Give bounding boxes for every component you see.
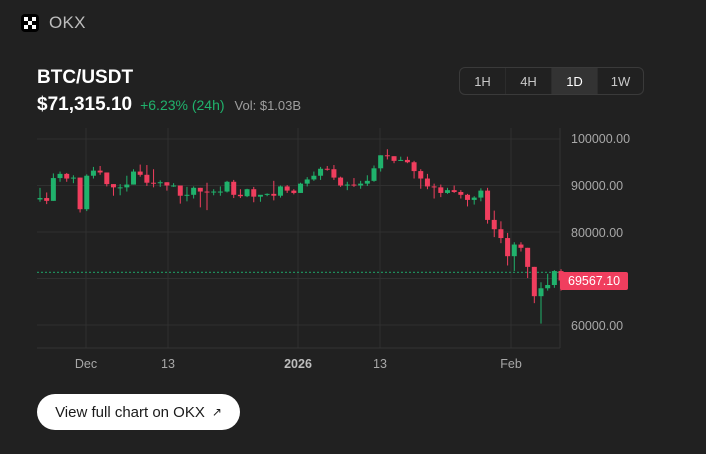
x-axis-label: Feb	[500, 357, 522, 371]
x-axis-label: 2026	[284, 357, 312, 371]
current-price: $71,315.10	[37, 94, 133, 115]
brand: OKX	[21, 12, 86, 34]
y-axis-label: 90000.00	[571, 179, 624, 193]
okx-logo-icon	[21, 14, 39, 32]
timeframe-1d-button[interactable]: 1D	[552, 68, 598, 94]
timeframe-1w-button[interactable]: 1W	[610, 73, 631, 89]
x-axis-label: 13	[373, 357, 387, 371]
brand-name: OKX	[49, 13, 86, 32]
y-axis-label: 100000.00	[571, 132, 631, 146]
view-full-chart-button[interactable]: View full chart on OKX ↗	[37, 394, 240, 430]
timeframe-1h-button[interactable]: 1H	[460, 68, 506, 94]
y-axis-label: 80000.00	[571, 226, 624, 240]
last-price-tag: 69567.10	[560, 272, 629, 290]
timeframe-selector: 1H 4H 1D 1W	[459, 67, 644, 95]
external-arrow-icon: ↗	[211, 405, 222, 419]
timeframe-4h-button[interactable]: 4H	[506, 68, 552, 94]
price-change-24h: +6.23% (24h)	[140, 97, 225, 113]
trading-pair: BTC/USDT	[37, 67, 134, 88]
volume: Vol: $1.03B	[234, 98, 302, 113]
y-axis-label: 60000.00	[571, 319, 624, 333]
x-axis-label: Dec	[74, 357, 98, 371]
x-axis-label: 13	[161, 357, 175, 371]
view-full-chart-label: View full chart on OKX	[55, 403, 205, 421]
price-row: $71,315.10 +6.23% (24h) Vol: $1.03B	[37, 94, 301, 116]
